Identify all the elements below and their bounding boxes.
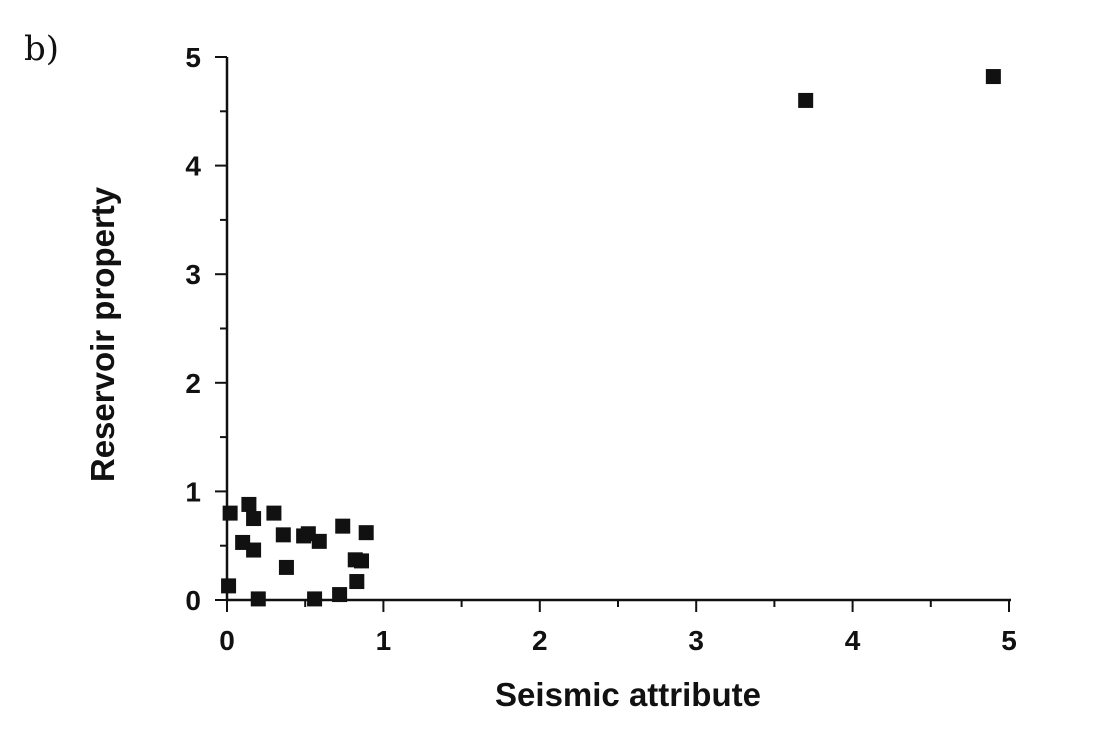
data-point: [241, 496, 257, 512]
data-point: [246, 542, 262, 558]
y-tick-label: 2: [185, 368, 201, 399]
data-point: [335, 518, 351, 534]
x-axis-title: Seismic attribute: [495, 676, 761, 713]
x-tick-label: 3: [688, 625, 704, 656]
data-point: [222, 505, 238, 521]
data-point: [985, 69, 1001, 85]
data-point: [307, 591, 323, 607]
data-point: [221, 578, 237, 594]
data-point: [349, 574, 365, 590]
data-point: [266, 505, 282, 521]
y-tick-label: 4: [185, 151, 201, 182]
x-ticks: 0 1 2 3 4 5: [219, 600, 1017, 656]
y-tick-label: 5: [185, 42, 201, 73]
data-point: [275, 527, 291, 543]
y-axis-title: Reservoir property: [84, 186, 121, 482]
x-tick-label: 5: [1001, 625, 1017, 656]
data-point: [311, 533, 327, 549]
data-point: [278, 559, 294, 575]
x-tick-label: 4: [845, 625, 861, 656]
data-point: [354, 553, 370, 569]
axes: [225, 57, 1011, 602]
x-tick-label: 1: [376, 625, 392, 656]
data-points: [221, 69, 1001, 607]
x-tick-label: 2: [532, 625, 548, 656]
data-point: [250, 591, 266, 607]
y-tick-label: 3: [185, 259, 201, 290]
y-tick-label: 0: [185, 585, 201, 616]
data-point: [798, 92, 814, 108]
x-tick-label: 0: [219, 625, 235, 656]
y-ticks: 0 1 2 3 4 5: [185, 42, 227, 616]
y-tick-label: 1: [185, 476, 201, 507]
data-point: [246, 511, 262, 527]
data-point: [358, 525, 374, 541]
data-point: [332, 587, 348, 603]
panel-label: b): [24, 29, 59, 69]
